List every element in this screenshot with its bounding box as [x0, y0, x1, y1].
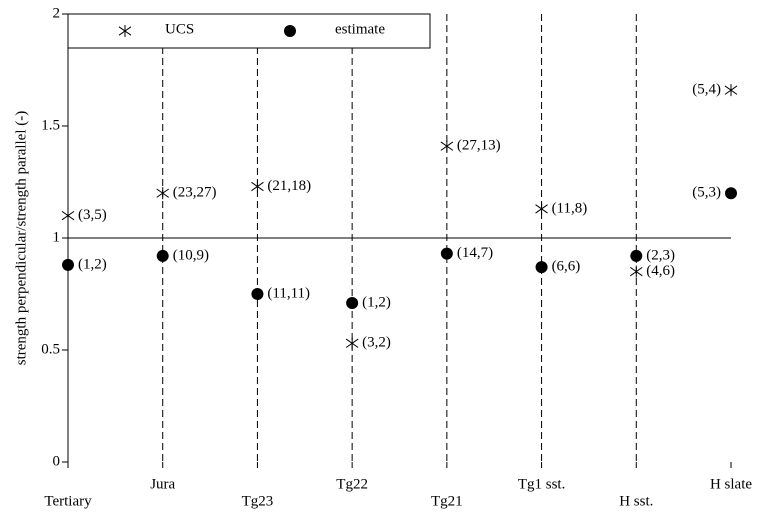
point-label: (5,3) [692, 185, 721, 201]
legend-label: UCS [165, 21, 194, 37]
circle-marker [156, 249, 169, 262]
point-label: (23,27) [173, 185, 217, 201]
circle-marker [725, 187, 737, 200]
circle-marker [346, 296, 359, 309]
x-tick-label: Tg1 sst. [518, 476, 566, 492]
point-label: (3,5) [78, 207, 107, 223]
point-label: (27,13) [457, 138, 501, 154]
circle-marker [440, 247, 453, 260]
star-marker [61, 209, 75, 222]
x-tick-label: Tg21 [431, 493, 463, 509]
star-marker [345, 337, 359, 350]
y-tick-label: 0 [53, 453, 61, 469]
star-marker [440, 140, 454, 153]
point-label: (21,18) [267, 178, 311, 194]
circle-marker [62, 258, 74, 271]
point-label: (4,6) [646, 263, 675, 279]
circle-marker [535, 261, 548, 274]
x-tick-label: Tg23 [242, 493, 274, 509]
y-axis-label: strength perpendicular/strength parallel… [13, 111, 29, 365]
star-marker [629, 265, 643, 278]
x-tick-label: Jura [150, 476, 175, 492]
star-marker [724, 84, 738, 97]
point-label: (1,2) [362, 294, 391, 310]
point-label: (1,2) [78, 256, 107, 272]
y-tick-label: 0.5 [41, 341, 60, 357]
y-tick-label: 1.5 [41, 117, 60, 133]
legend-marker [118, 25, 132, 37]
point-label: (5,4) [692, 82, 721, 98]
x-tick-label: H slate [710, 476, 752, 492]
x-tick-label: H sst. [619, 493, 653, 509]
star-marker [251, 180, 264, 193]
point-label: (11,11) [267, 285, 310, 301]
circle-marker [251, 288, 264, 300]
legend-box [67, 13, 431, 49]
legend-marker [284, 25, 296, 37]
circle-marker [630, 249, 643, 262]
point-label: (6,6) [552, 259, 581, 275]
point-label: (2,3) [646, 247, 675, 263]
y-tick-label: 2 [53, 5, 61, 21]
x-tick-label: Tertiary [44, 493, 92, 509]
y-tick-label: 1 [53, 229, 61, 245]
legend-label: estimate [335, 21, 385, 37]
point-label: (14,7) [457, 245, 493, 261]
star-marker [156, 187, 170, 200]
star-marker [535, 202, 548, 215]
point-label: (11,8) [552, 200, 588, 216]
x-tick-label: Tg22 [336, 476, 368, 492]
point-label: (10,9) [173, 247, 209, 263]
point-label: (3,2) [362, 335, 391, 351]
